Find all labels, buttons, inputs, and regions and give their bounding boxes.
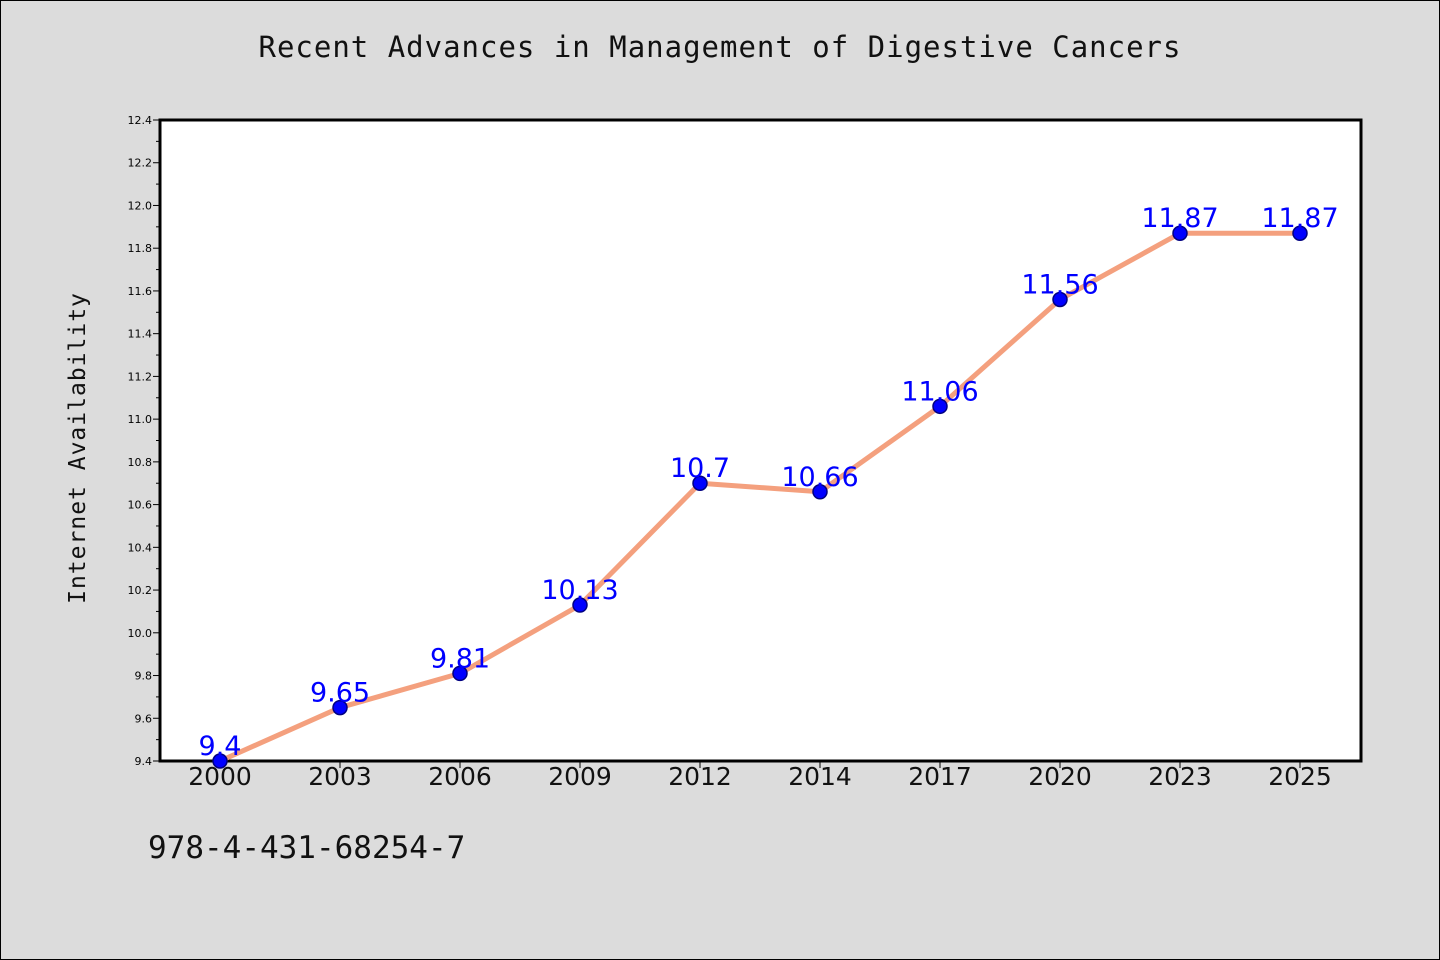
x-tick-label: 2025 [1268, 762, 1332, 791]
series-line [217, 230, 1303, 764]
y-axis: 9.4 9.6 9.8 10.0 10.2 10.4 10.6 10.8 11.0 11.2 11.… [128, 114, 160, 768]
data-point [1052, 291, 1068, 308]
y-tick-label: 10.4 [128, 541, 153, 554]
y-tick-label: 11.4 [128, 328, 153, 341]
data-point [212, 753, 228, 769]
data-label: 11.87 [1141, 203, 1218, 234]
y-tick-label: 11.6 [128, 285, 153, 298]
data-label: 11.87 [1261, 203, 1338, 234]
y-tick-label: 10.2 [128, 584, 153, 597]
data-label: 11.56 [1021, 269, 1098, 300]
x-tick-label: 2014 [788, 762, 852, 791]
data-label: 9.65 [310, 678, 370, 709]
y-tick-label: 11.2 [128, 370, 153, 383]
data-point [1292, 225, 1308, 241]
y-tick-label: 12.2 [128, 157, 153, 170]
data-label: 10.13 [541, 575, 618, 606]
y-tick-label: 9.4 [135, 755, 153, 768]
y-tick-label: 10.8 [128, 456, 153, 469]
y-tick-label: 11.8 [128, 242, 153, 255]
x-tick-label: 2017 [908, 762, 972, 791]
data-label: 9.81 [430, 643, 490, 674]
data-point [812, 484, 828, 500]
plot-area [158, 118, 1363, 763]
x-tick-label: 2003 [308, 762, 372, 791]
x-tick-label: 2012 [668, 762, 732, 791]
data-label: 10.66 [781, 462, 858, 493]
chart-title: Recent Advances in Management of Digesti… [258, 30, 1182, 64]
y-tick-label: 10.6 [128, 499, 153, 512]
data-markers [212, 225, 1308, 769]
y-tick-label: 12.0 [128, 199, 153, 212]
x-tick-label: 2006 [428, 762, 492, 791]
y-tick-label: 9.6 [135, 712, 153, 725]
y-tick-label: 10.0 [128, 627, 153, 640]
data-point [1172, 225, 1188, 241]
x-tick-label: 2020 [1028, 762, 1092, 791]
y-tick-label: 12.4 [128, 114, 153, 127]
data-point [572, 597, 588, 613]
data-point [452, 665, 468, 682]
y-tick-label: 9.8 [135, 670, 153, 683]
data-label: 10.7 [670, 453, 730, 484]
y-tick-label: 11.0 [128, 413, 153, 426]
x-axis: 2000 2003 2006 2009 2012 2014 2017 2020 2023 2025 [188, 761, 1332, 791]
x-tick-label: 2023 [1148, 762, 1212, 791]
data-label: 11.06 [901, 376, 978, 407]
data-point [692, 475, 708, 491]
x-tick-label: 2009 [548, 762, 612, 791]
data-point [332, 699, 348, 716]
y-axis-label: Internet Availability [65, 292, 91, 604]
data-labels: 9.4 9.65 9.81 10.13 10.7 10.66 11.06 11.56 11.87… [199, 203, 1339, 762]
isbn-text: 978-4-431-68254-7 [148, 830, 466, 866]
data-label: 9.4 [199, 731, 242, 762]
data-point [932, 398, 948, 415]
